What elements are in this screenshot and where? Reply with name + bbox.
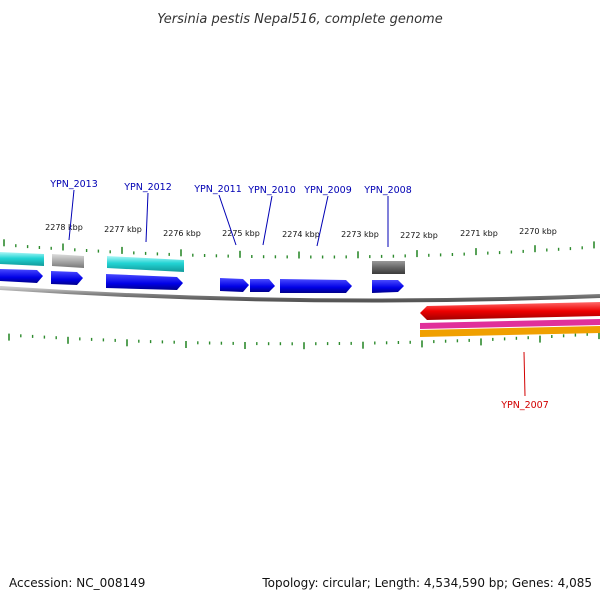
feature-gray-2013[interactable] xyxy=(52,254,84,268)
gene-arrow-ypn-2007[interactable] xyxy=(420,302,600,320)
leader-line-ypn-2012 xyxy=(145,192,149,243)
genome-summary-text: Topology: circular; Length: 4,534,590 bp… xyxy=(262,576,592,590)
gene-arrow-ypn-2012[interactable] xyxy=(106,274,183,290)
gene-label-ypn-2010[interactable]: YPN_2010 xyxy=(247,185,296,196)
ruler-label: 2275 kbp xyxy=(222,229,260,238)
gene-arrow-ypn-2013[interactable] xyxy=(51,271,83,285)
gene-label-ypn-2009[interactable]: YPN_2009 xyxy=(303,185,352,196)
ruler-label: 2273 kbp xyxy=(341,230,379,239)
gene-arrow-ypn-2009[interactable] xyxy=(280,279,352,293)
gene-label-ypn-2008[interactable]: YPN_2008 xyxy=(363,185,412,196)
gene-label-ypn-2013[interactable]: YPN_2013 xyxy=(49,179,98,190)
gene-label-ypn-2011[interactable]: YPN_2011 xyxy=(193,184,242,195)
leader-line-ypn-2011 xyxy=(218,194,237,246)
map-title: Yersinia pestis Nepal516, complete genom… xyxy=(157,12,442,27)
ruler-label: 2271 kbp xyxy=(460,229,498,238)
feature-magenta-2007[interactable] xyxy=(420,319,600,329)
cds-track-forward xyxy=(0,269,404,293)
gene-arrow-ypn-2010[interactable] xyxy=(250,279,275,292)
ruler-labels: 2278 kbp 2277 kbp 2276 kbp 2275 kbp 2274 kbp… xyxy=(45,223,557,240)
gene-arrow-ypn-2011[interactable] xyxy=(220,278,249,292)
leader-line-ypn-2013 xyxy=(68,189,75,241)
feature-cyan-2012[interactable] xyxy=(107,256,184,272)
ruler-label: 2278 kbp xyxy=(45,223,83,232)
genome-backbone xyxy=(0,286,600,303)
feature-cyan-left[interactable] xyxy=(0,252,44,266)
ruler-label: 2276 kbp xyxy=(163,229,201,238)
ruler-label: 2272 kbp xyxy=(400,231,438,240)
gene-label-ypn-2012[interactable]: YPN_2012 xyxy=(123,182,172,193)
leader-line-ypn-2009 xyxy=(316,195,329,247)
gene-arrow-ypn-2008[interactable] xyxy=(372,280,404,293)
ruler-label: 2270 kbp xyxy=(519,227,557,236)
gene-arrow-left-edge[interactable] xyxy=(0,269,43,283)
cds-track-reverse xyxy=(420,302,600,337)
ruler-label: 2277 kbp xyxy=(104,225,142,234)
inner-tick-track xyxy=(8,332,600,350)
feature-track-outer xyxy=(0,252,405,274)
accession-text: Accession: NC_008149 xyxy=(9,576,146,590)
gene-label-ypn-2007[interactable]: YPN_2007 xyxy=(500,400,549,411)
feature-dark-gray-2008[interactable] xyxy=(372,261,405,274)
outer-tick-track xyxy=(3,239,595,259)
leader-line-ypn-2010 xyxy=(262,195,273,246)
ruler-label: 2274 kbp xyxy=(282,230,320,239)
gene-labels: YPN_2013 YPN_2012 YPN_2011 YPN_2010 YPN_… xyxy=(49,179,549,411)
feature-orange-2007[interactable] xyxy=(420,326,600,337)
leader-line-ypn-2007 xyxy=(523,351,526,397)
